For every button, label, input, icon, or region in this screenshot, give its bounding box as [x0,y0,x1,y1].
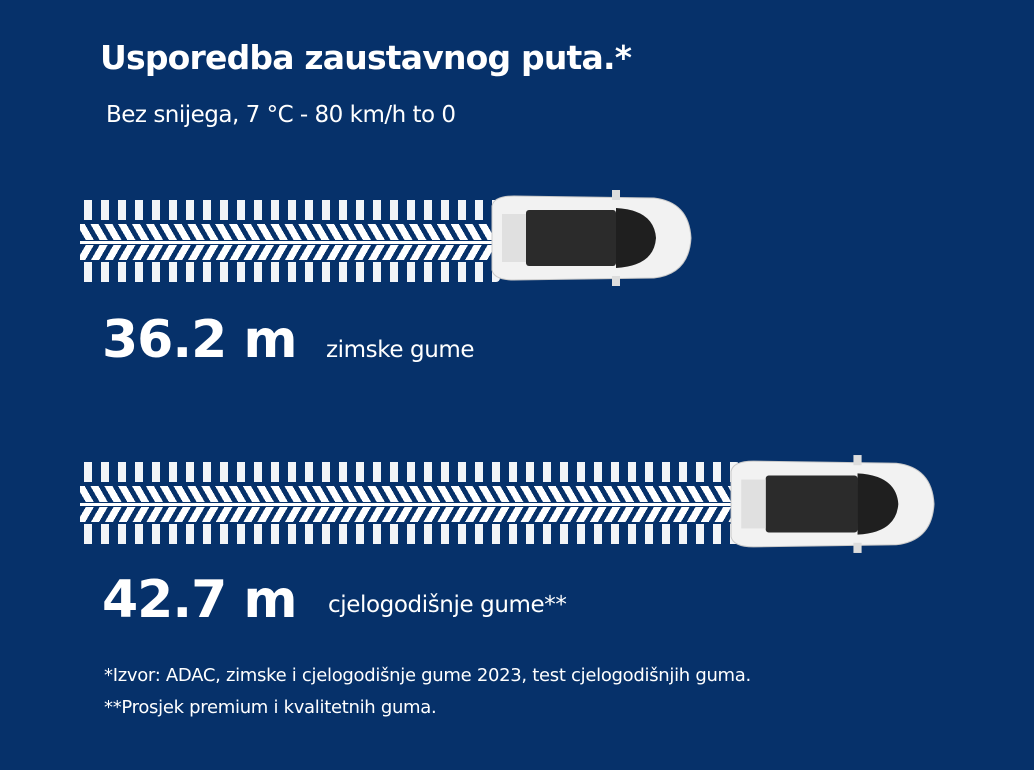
tire-track-winter [80,200,500,282]
page-title: Usporedba zaustavnog puta.* [100,38,632,77]
car-icon [730,455,935,553]
distance-all-season: 42.7 m [102,570,298,630]
label-winter: zimske gume [326,337,475,363]
subtitle: Bez snijega, 7 °C - 80 km/h to 0 [106,102,456,128]
distance-winter: 36.2 m [102,310,298,370]
footnote-average: **Prosjek premium i kvalitetnih guma. [104,697,437,718]
car-icon [491,190,692,286]
footnote-source: *Izvor: ADAC, zimske i cjelogodišnje gum… [104,665,751,686]
tire-track-all-season [80,462,740,544]
label-all-season: cjelogodišnje gume** [328,592,567,618]
